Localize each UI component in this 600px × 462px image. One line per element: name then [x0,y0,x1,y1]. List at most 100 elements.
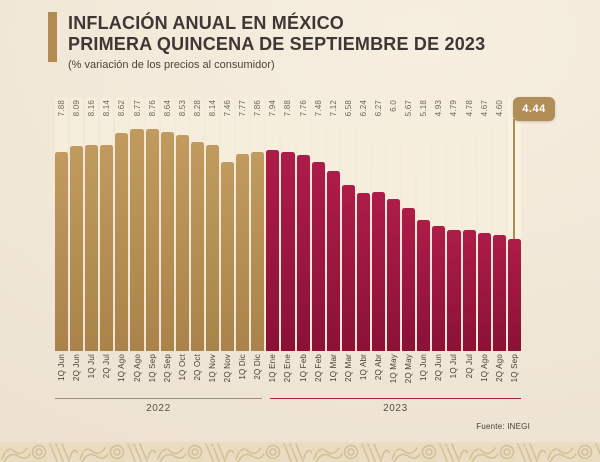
bar-column: 5.67 [402,97,416,351]
x-axis-label-text: 2Q Jul [464,354,474,379]
bar-1q-may-2023 [387,199,401,351]
x-axis-label: 1Q Ago [478,354,491,396]
x-axis-label: 2Q Oct [191,354,204,396]
bar-column: 7.76 [296,97,310,351]
bar-column: 7.88 [281,97,295,351]
bar-value-text: 4.60 [494,100,504,117]
x-axis-label-text: 1Q Feb [298,354,308,382]
bar-2q-jul-2022 [100,145,114,351]
bar-value-label: 8.64 [161,100,174,116]
x-axis-label: 1Q Oct [176,354,189,396]
bar-1q-mar-2023 [326,171,340,351]
bar-column: 4.67 [477,97,491,351]
bar-value-label: 7.76 [297,100,310,116]
bar-value-label: 7.46 [221,100,234,116]
bar-value-label: 5.67 [402,100,415,116]
bar-column: 8.09 [70,97,84,351]
bar-value-text: 8.77 [132,100,142,117]
bar-value-label: 6.24 [357,100,370,116]
bar-1q-abr-2023 [356,193,370,351]
bar-value-text: 8.76 [147,100,157,117]
bar-column: 7.12 [326,97,340,351]
x-axis-label: 2Q Ago [130,354,143,396]
bar-value-text: 4.79 [449,100,459,117]
bar-2q-ago-2023 [492,235,506,351]
x-axis-label-text: 1Q Sep [147,354,157,383]
bar-value-text: 5.18 [419,100,429,117]
bar-value-label: 6.27 [372,100,385,116]
bar-column: 7.86 [251,97,265,351]
page-title-line2: PRIMERA QUINCENA DE SEPTIEMBRE DE 2023 [68,34,486,54]
page-subtitle: (% variación de los precios al consumido… [68,59,275,71]
bar-value-label: 7.48 [312,100,325,116]
bar-column: 7.46 [221,97,235,351]
bar-value-label: 4.79 [447,100,460,116]
x-axis-label-text: 1Q May [389,354,399,384]
bar-value-text: 7.76 [298,100,308,117]
bar-column: 4.60 [492,97,506,351]
bar-value-text: 8.64 [162,100,172,117]
bar-2q-oct-2022 [190,142,204,351]
bar-value-label: 7.94 [266,100,279,116]
bar-2q-mar-2023 [341,185,355,351]
bar-value-text: 8.09 [72,100,82,117]
bar-value-label: 4.78 [463,100,476,116]
bar-column: 8.14 [100,97,114,351]
bar-2q-feb-2023 [311,162,325,351]
bar-value-text: 8.62 [117,100,127,117]
bar-value-text: 8.14 [102,100,112,117]
x-axis-label-text: 1Q Oct [177,354,187,381]
bar-column: 8.28 [190,97,204,351]
bar-value-text: 8.16 [87,100,97,117]
x-axis-label-text: 2Q Ago [132,354,142,382]
x-axis-label-text: 2Q Mar [343,354,353,382]
x-axis-labels: 1Q Jun 2Q Jun 1Q Jul 2Q Jul 1Q Ago 2Q Ago 1Q S… [55,354,521,396]
bar-2q-abr-2023 [371,192,386,351]
bar-value-label: 8.62 [115,100,128,116]
bar-value-label: 6.58 [342,100,355,116]
bar-value-label: 7.88 [281,100,294,116]
x-axis-label-text: 1Q Jun [57,354,67,381]
x-axis-label: 2Q Abr [372,354,385,396]
bar-value-label: 7.86 [251,100,264,116]
x-axis-label-text: 2Q Dic [253,354,263,380]
x-axis-label: 1Q Jul [85,354,98,396]
x-axis-label: 2Q Ago [493,354,506,396]
x-axis-label: 1Q Feb [297,354,310,396]
x-axis-label: 1Q Dic [236,354,249,396]
x-axis-label-text: 2Q Abr [374,354,384,381]
bar-value-label: 8.77 [130,100,143,116]
bar-value-text: 7.12 [328,100,338,117]
bar-2q-dic-2022 [251,152,265,351]
x-axis-label: 1Q Sep [508,354,521,396]
bar-value-label: 7.88 [55,100,68,116]
year-label-2022: 2022 [146,403,171,414]
bar-value-text: 7.46 [223,100,233,117]
x-axis-label: 2Q Feb [312,354,325,396]
bar-column: 8.76 [145,97,159,351]
x-axis-label: 1Q Nov [206,354,219,396]
bar-1q-jul-2022 [85,145,99,351]
x-axis-label-text: 1Q Jul [87,354,97,379]
year-label-2023: 2023 [383,403,408,414]
bar-value-label: 4.67 [478,100,491,116]
bar-value-text: 7.48 [313,100,323,117]
page-title-line1: INFLACIÓN ANUAL EN MÉXICO [68,13,345,33]
bar-value-label: 8.16 [85,100,98,116]
x-axis-label-text: 2Q Feb [313,354,323,382]
bar-columns: 7.88 8.09 8.16 8.14 8.62 8.77 8.76 8.64 8.53 8.28… [55,97,521,351]
bar-value-text: 8.53 [177,100,187,117]
bar-column: 8.14 [205,97,220,351]
highlight-connector-line [513,119,516,239]
x-axis-label: 2Q Jun [70,354,83,396]
x-axis-label-text: 2Q Ene [283,354,293,383]
x-axis-label-text: 1Q Ago [117,354,127,382]
x-axis-label-text: 1Q Sep [509,354,519,383]
bar-value-text: 7.86 [253,100,263,117]
bar-value-text: 6.27 [374,100,384,117]
x-axis-label: 1Q Mar [327,354,340,396]
bar-column: 6.27 [371,97,386,351]
bar-value-text: 6.58 [343,100,353,117]
bar-value-label: 5.18 [417,100,430,116]
